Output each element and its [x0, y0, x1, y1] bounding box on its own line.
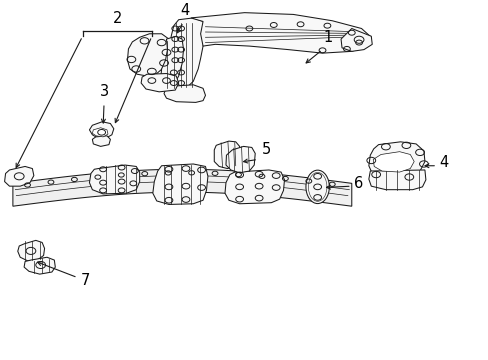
Ellipse shape — [305, 170, 329, 203]
Polygon shape — [141, 73, 178, 92]
Polygon shape — [153, 164, 207, 204]
Polygon shape — [127, 34, 171, 76]
Polygon shape — [368, 142, 424, 180]
Polygon shape — [225, 147, 255, 173]
Polygon shape — [89, 122, 114, 138]
Text: 7: 7 — [81, 273, 90, 288]
Polygon shape — [340, 28, 371, 51]
Polygon shape — [18, 240, 44, 261]
Text: 4: 4 — [439, 155, 448, 170]
Polygon shape — [372, 152, 413, 172]
Text: 1: 1 — [323, 30, 332, 45]
Text: 5: 5 — [261, 142, 270, 157]
Polygon shape — [89, 165, 140, 194]
Polygon shape — [160, 36, 183, 88]
Polygon shape — [190, 13, 370, 53]
Text: 3: 3 — [99, 84, 108, 99]
Text: 4: 4 — [180, 3, 189, 18]
Polygon shape — [368, 170, 425, 190]
Polygon shape — [92, 136, 110, 147]
Polygon shape — [4, 166, 34, 186]
Polygon shape — [224, 170, 284, 204]
Text: 6: 6 — [353, 176, 363, 191]
Polygon shape — [24, 257, 55, 274]
Polygon shape — [163, 85, 205, 102]
Polygon shape — [166, 18, 205, 90]
Text: 2: 2 — [112, 11, 122, 26]
Polygon shape — [92, 128, 108, 137]
Polygon shape — [214, 141, 239, 168]
Polygon shape — [13, 169, 351, 206]
